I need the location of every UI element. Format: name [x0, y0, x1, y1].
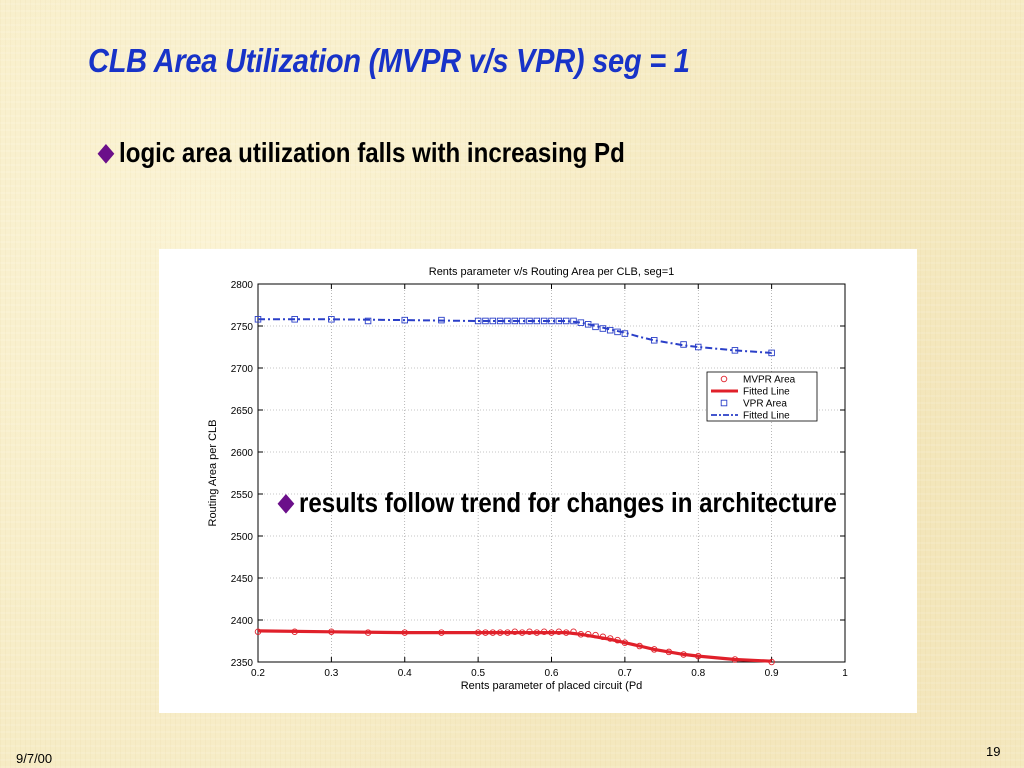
vpr-fitted-line: [258, 318, 772, 354]
vpr-area-point: [570, 317, 577, 325]
y-tick-label: 2400: [231, 616, 254, 627]
y-tick-label: 2450: [231, 574, 254, 585]
vpr-area-point: [474, 317, 482, 325]
x-tick-label: 0.4: [398, 668, 412, 679]
legend-label: Fitted Line: [743, 411, 790, 422]
chart-title: Rents parameter v/s Routing Area per CLB…: [429, 266, 675, 278]
legend-label: MVPR Area: [743, 375, 796, 386]
legend-marker: [720, 399, 728, 407]
legend-label: VPR Area: [743, 399, 787, 410]
x-tick-label: 1: [842, 668, 848, 679]
y-tick-label: 2700: [231, 364, 254, 375]
x-axis-label: Rents parameter of placed circuit (Pd: [461, 680, 643, 692]
legend-marker: [720, 375, 728, 383]
x-tick-label: 0.5: [471, 668, 485, 679]
routing-area-chart: 0.2 0.3 0.4 0.5 0.6 0.7 0.8 0.9 1 2350 2400 2450 250…: [207, 266, 848, 692]
x-tick-label: 0.6: [545, 668, 559, 679]
x-tick-label: 0.9: [765, 668, 779, 679]
bullet-text-results-trend: results follow trend for changes in arch…: [299, 487, 837, 518]
vpr-area-point: [364, 317, 372, 325]
vpr-area-point: [489, 317, 497, 325]
y-tick-label: 2550: [231, 490, 254, 501]
page-number: 19: [986, 744, 1001, 759]
y-tick-label: 2650: [231, 406, 254, 417]
y-axis-label: Routing Area per CLB: [207, 419, 219, 526]
purple-diamond-icon: ◆: [98, 139, 114, 166]
y-tick-label: 2750: [231, 322, 254, 333]
x-tick-label: 0.7: [618, 668, 632, 679]
legend-box: [706, 371, 818, 422]
y-tick-label: 2600: [231, 448, 254, 459]
footer-date: 9/7/00: [16, 751, 53, 766]
purple-diamond-icon: ◆: [278, 489, 294, 516]
vpr-area-point: [401, 316, 408, 324]
x-tick-label: 0.3: [324, 668, 338, 679]
y-tick-label: 2500: [231, 532, 254, 543]
y-tick-label: 2350: [231, 658, 254, 669]
mvpr-fitted-line: [257, 629, 772, 663]
slide-title: CLB Area Utilization (MVPR v/s VPR) seg …: [88, 42, 690, 79]
bullet-results-trend: ◆ results follow trend for changes in arc…: [278, 487, 837, 519]
chart-panel: 0.2 0.3 0.4 0.5 0.6 0.7 0.8 0.9 1 2350 2400 2450 250…: [159, 249, 917, 713]
y-tick-label: 2800: [231, 280, 254, 291]
x-tick-label: 0.2: [251, 668, 265, 679]
x-tick-label: 0.8: [691, 668, 705, 679]
bullet-logic-area: ◆ logic area utilization falls with incre…: [98, 137, 625, 169]
legend-label: Fitted Line: [743, 387, 790, 398]
bullet-text-logic-area: logic area utilization falls with increa…: [119, 137, 625, 168]
